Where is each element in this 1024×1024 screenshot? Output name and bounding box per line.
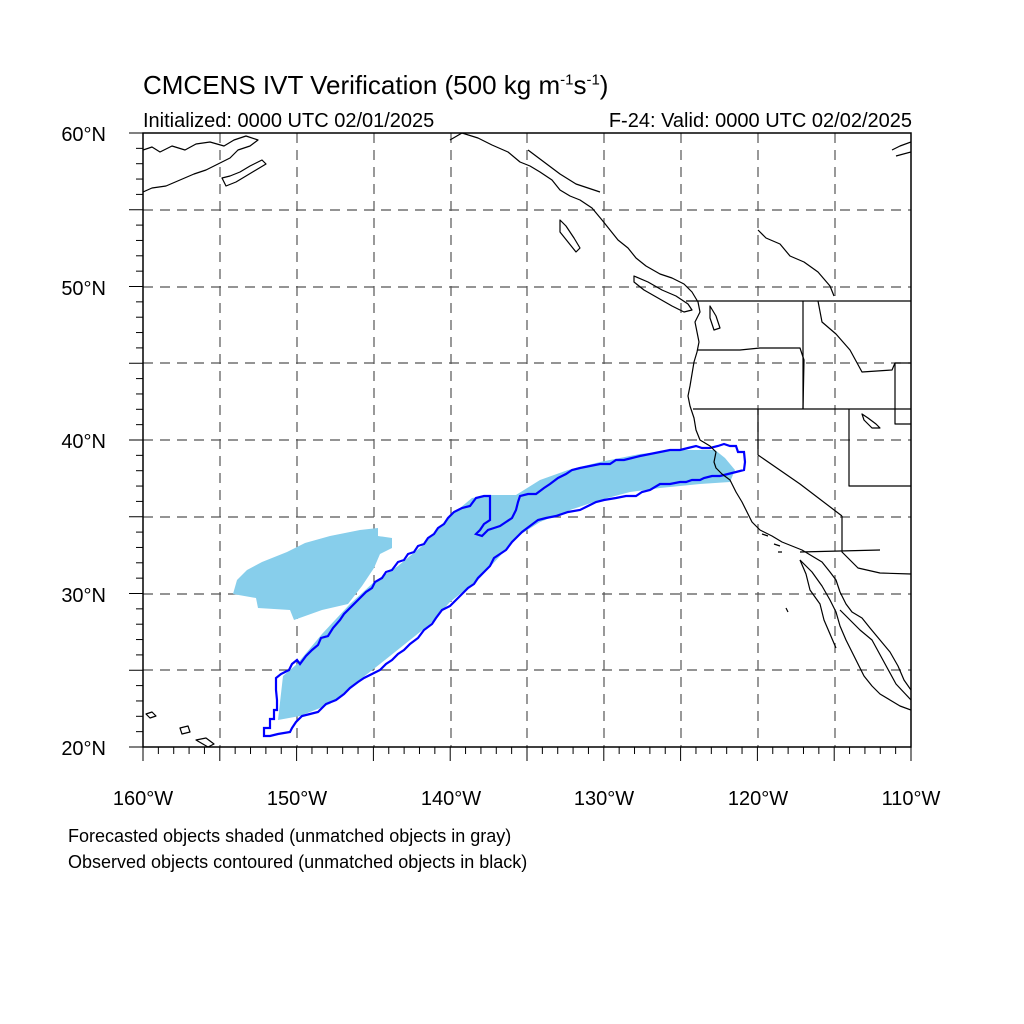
baja-california bbox=[799, 559, 911, 711]
hawaii-maui bbox=[179, 725, 191, 735]
lon-label: 120°W bbox=[728, 788, 788, 810]
mexico-border bbox=[799, 549, 881, 553]
graticule bbox=[143, 133, 911, 747]
lat-label: 50°N bbox=[61, 278, 106, 300]
alaska-coast bbox=[143, 135, 259, 193]
gulf-of-alaska-coast bbox=[449, 133, 911, 691]
lat-label: 20°N bbox=[61, 738, 106, 760]
forecast-object-west bbox=[233, 528, 392, 620]
initialized-time: Initialized: 0000 UTC 02/01/2025 bbox=[143, 110, 435, 132]
lon-label: 140°W bbox=[421, 788, 481, 810]
utah-border bbox=[848, 363, 911, 487]
coastlines bbox=[143, 133, 911, 747]
puget-sound bbox=[709, 305, 721, 331]
channel-islands bbox=[761, 533, 789, 613]
mexico-inland bbox=[839, 609, 911, 701]
valid-time: F-24: Valid: 0000 UTC 02/02/2025 bbox=[608, 110, 912, 132]
vancouver-island bbox=[633, 275, 693, 313]
hudson-coast-ne bbox=[891, 141, 911, 157]
lon-label: 110°W bbox=[882, 788, 941, 810]
baja-west-coast bbox=[799, 559, 837, 649]
alaska-islands bbox=[221, 159, 267, 187]
lon-label: 130°W bbox=[574, 788, 634, 810]
forecast-objects bbox=[233, 450, 735, 720]
lat-label: 60°N bbox=[61, 124, 106, 146]
lat-label: 30°N bbox=[61, 585, 106, 607]
axis-ticks bbox=[129, 132, 912, 761]
lat-axis-labels: 20°N 30°N 40°N 50°N 60°N bbox=[61, 124, 106, 760]
forecast-object-main bbox=[278, 450, 735, 720]
lon-label: 150°W bbox=[267, 788, 327, 810]
hawaii-big-island bbox=[195, 737, 215, 747]
canada-inland-lines bbox=[527, 149, 835, 297]
lake-salton bbox=[861, 413, 881, 429]
caption-forecast: Forecasted objects shaded (unmatched obj… bbox=[68, 826, 512, 846]
arizona-border bbox=[841, 516, 911, 575]
caption-observed: Observed objects contoured (unmatched ob… bbox=[68, 852, 528, 872]
lon-axis-labels: 160°W 150°W 140°W 130°W 120°W 110°W bbox=[113, 788, 941, 810]
lat-label: 40°N bbox=[61, 431, 106, 453]
lon-label: 160°W bbox=[113, 788, 173, 810]
nevada-california-border bbox=[757, 409, 843, 517]
map-title: CMCENS IVT Verification (500 kg m-1s-1) bbox=[143, 70, 609, 100]
observed-object-contour bbox=[262, 442, 747, 738]
oregon-border bbox=[697, 347, 805, 410]
haida-gwaii bbox=[559, 219, 581, 253]
hawaii-oahu bbox=[145, 711, 157, 719]
